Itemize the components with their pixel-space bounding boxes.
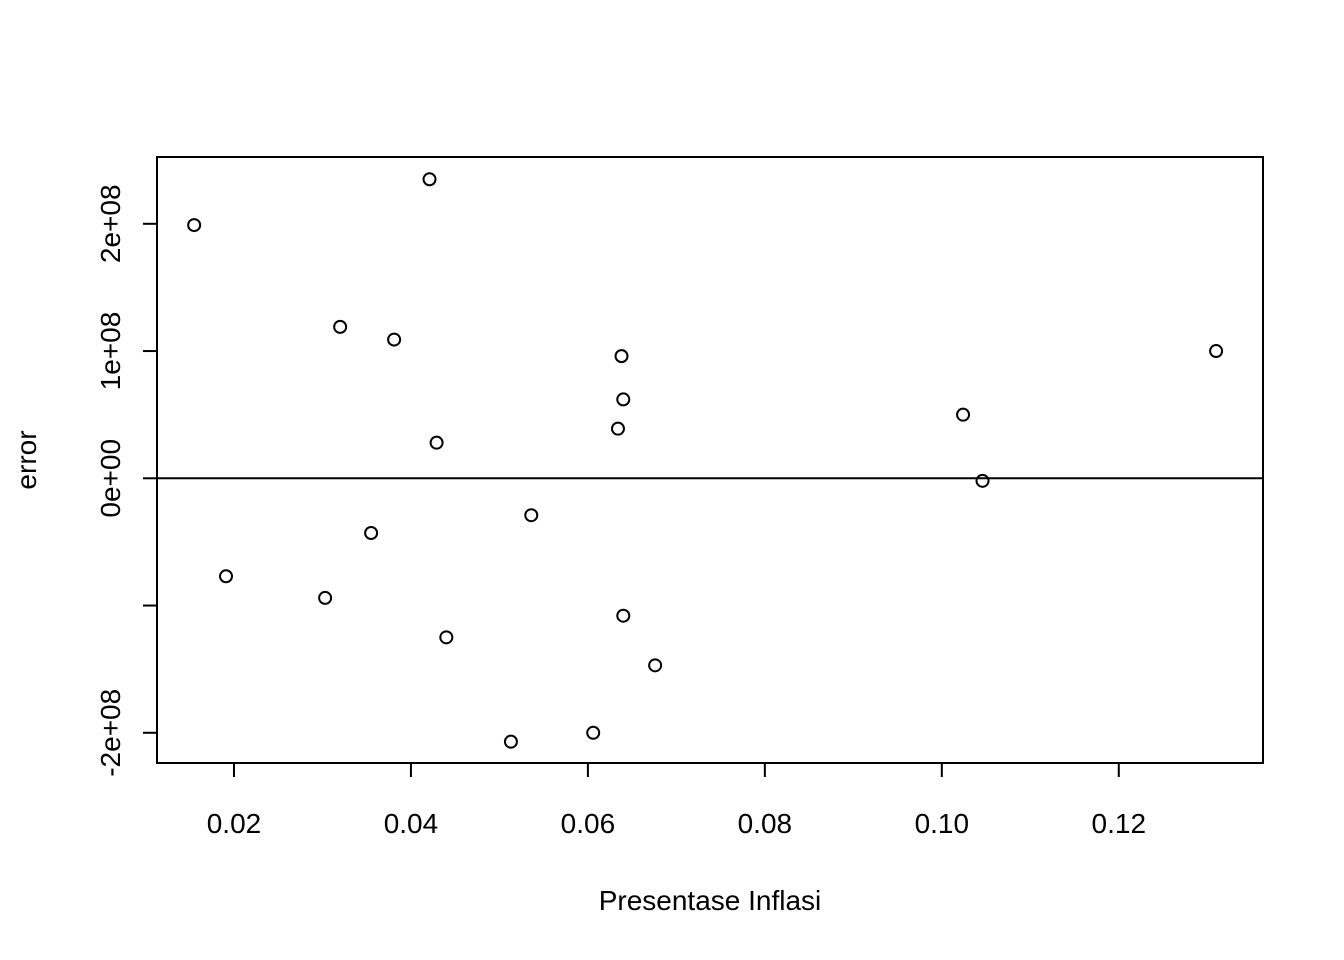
data-point <box>364 526 379 541</box>
data-point <box>439 630 454 645</box>
plot-frame <box>156 156 1264 764</box>
x-tick-label: 0.08 <box>738 808 793 839</box>
data-point <box>318 590 333 605</box>
data-point <box>614 349 629 364</box>
data-point <box>429 435 444 450</box>
data-point <box>616 392 631 407</box>
data-point <box>524 508 539 523</box>
data-point <box>610 421 625 436</box>
data-point <box>586 725 601 740</box>
x-axis-label: Presentase Inflasi <box>599 885 822 916</box>
x-tick-label: 0.06 <box>561 808 616 839</box>
data-point <box>387 332 402 347</box>
y-tick-label: 0e+00 <box>95 439 126 518</box>
data-point <box>187 218 202 233</box>
y-axis-label: error <box>11 430 42 489</box>
data-point <box>975 473 990 488</box>
data-point <box>422 172 437 187</box>
y-tick-label: -2e+08 <box>95 689 126 777</box>
data-point <box>503 734 518 749</box>
x-axis: 0.02 0.04 0.06 0.08 0.10 0.12 <box>207 762 1147 839</box>
x-tick-label: 0.10 <box>915 808 970 839</box>
data-point <box>219 569 234 584</box>
data-point <box>648 658 663 673</box>
data-points <box>187 172 1224 749</box>
data-point <box>1209 344 1224 359</box>
data-point <box>333 319 348 334</box>
data-point <box>956 407 971 422</box>
x-tick-label: 0.04 <box>384 808 439 839</box>
x-tick-label: 0.12 <box>1092 808 1147 839</box>
y-tick-label: 1e+08 <box>95 312 126 391</box>
x-tick-label: 0.02 <box>207 808 262 839</box>
y-axis: -2e+08 0e+00 1e+08 2e+08 <box>95 184 158 777</box>
y-tick-label: 2e+08 <box>95 184 126 263</box>
data-point <box>616 608 631 623</box>
